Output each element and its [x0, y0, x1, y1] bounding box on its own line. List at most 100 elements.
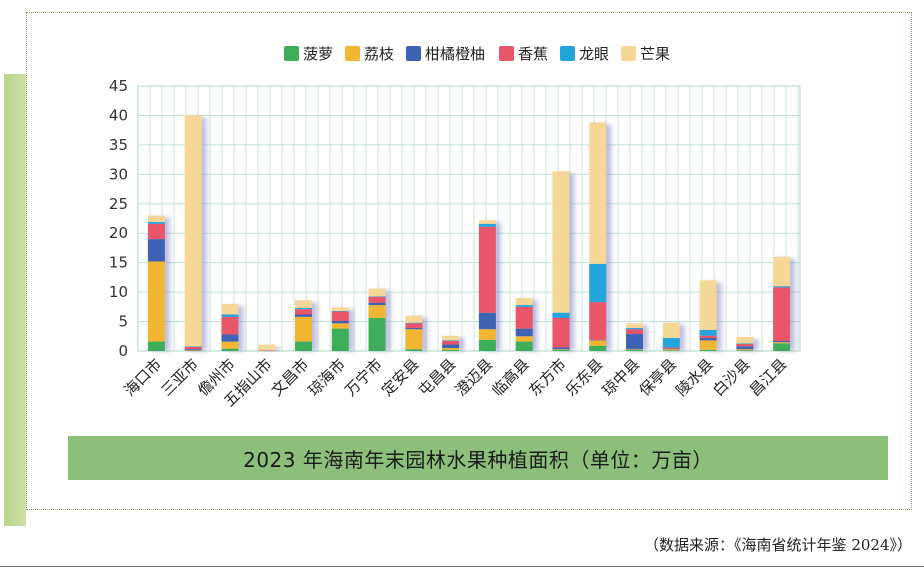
- bar-segment: [184, 350, 202, 351]
- bar-segment: [552, 312, 570, 319]
- data-source-note: （数据来源：《海南省统计年鉴 2024》）: [644, 536, 912, 554]
- bar-segment: [773, 342, 791, 344]
- bar-segment: [478, 329, 496, 340]
- y-tick-label: 40: [109, 106, 128, 124]
- y-tick-label: 0: [118, 342, 128, 360]
- bar-segment: [258, 350, 276, 351]
- bar-segment: [589, 339, 607, 341]
- bar-segment: [589, 122, 607, 264]
- legend-label: 柑橘橙柚: [425, 45, 485, 63]
- bar-segment: [626, 329, 643, 334]
- bar-segment: [295, 314, 312, 317]
- legend-label: 龙眼: [579, 45, 609, 63]
- bar-segment: [405, 349, 423, 351]
- bar-segment: [331, 311, 349, 321]
- bar-segment: [662, 347, 680, 349]
- bar-segment: [662, 350, 680, 351]
- y-tick-label: 25: [109, 195, 128, 213]
- legend-swatch: [621, 46, 636, 61]
- bar-segment: [331, 328, 349, 351]
- legend-label: 荔枝: [364, 45, 394, 63]
- x-tick-label: 琼海市: [305, 355, 350, 400]
- bar-segment: [736, 350, 754, 351]
- y-tick-label: 45: [109, 77, 128, 95]
- x-tick-label: 海口市: [121, 355, 166, 400]
- bar-segment: [295, 300, 312, 309]
- bar-segment: [699, 335, 717, 339]
- y-tick-label: 15: [109, 254, 128, 272]
- bar-segment: [331, 320, 349, 324]
- bar-segment: [662, 348, 680, 350]
- chart-title-banner: 2023 年海南年末园林水果种植面积（单位：万亩）: [68, 436, 888, 480]
- bar-segment: [626, 333, 643, 350]
- y-tick-label: 20: [109, 224, 128, 242]
- bar-segment: [552, 318, 570, 348]
- bar-segment: [405, 328, 423, 330]
- y-tick-label: 30: [109, 165, 128, 183]
- x-tick-label: 乐东县: [562, 355, 607, 400]
- x-tick-label: 陵水县: [672, 355, 717, 400]
- x-tick-label: 三亚市: [157, 355, 202, 400]
- legend-label: 香蕉: [518, 45, 548, 63]
- bar-segment: [368, 318, 386, 351]
- bar-segment: [699, 340, 717, 350]
- bar-segment: [662, 349, 680, 351]
- bar-segment: [515, 298, 533, 306]
- bar-segment: [589, 302, 607, 340]
- bar-segment: [368, 296, 386, 297]
- bar-segment: [147, 223, 165, 240]
- legend-swatch: [284, 46, 299, 61]
- bar-segment: [589, 263, 607, 303]
- x-tick-label: 白沙县: [709, 355, 754, 400]
- bar-segment: [736, 349, 754, 351]
- bar-segment: [773, 286, 791, 288]
- bar-segment: [515, 306, 533, 329]
- x-tick-label: 昌江县: [746, 355, 791, 400]
- bar-segment: [773, 340, 791, 343]
- bar-segment: [221, 316, 239, 335]
- x-tick-label: 临高县: [488, 355, 533, 400]
- bar-segment: [184, 349, 202, 351]
- bar-segment: [552, 171, 570, 313]
- bar-segment: [478, 223, 496, 227]
- bar-segment: [405, 315, 423, 323]
- bar-segment: [221, 314, 239, 317]
- bar-segment: [478, 226, 496, 313]
- legend-swatch: [345, 46, 360, 61]
- bar-segment: [699, 329, 717, 336]
- y-tick-label: 5: [118, 313, 128, 331]
- bar-segment: [662, 338, 680, 348]
- bar-segment: [626, 323, 643, 329]
- bar-segment: [442, 349, 460, 351]
- bar-segment: [405, 322, 423, 324]
- bar-segment: [331, 310, 349, 312]
- bar-segment: [147, 341, 165, 351]
- bar-segment: [295, 316, 312, 342]
- x-tick-label: 万宁市: [341, 355, 386, 400]
- bar-segment: [368, 288, 386, 297]
- legend-swatch: [499, 46, 514, 61]
- x-tick-label: 屯昌县: [415, 355, 460, 400]
- bar-segment: [478, 339, 496, 351]
- bar-segment: [442, 335, 460, 341]
- bar-segment: [699, 338, 717, 341]
- legend-label: 菠萝: [303, 45, 333, 63]
- bar-segment: [773, 256, 791, 287]
- bar-segment: [626, 349, 643, 350]
- bar-segment: [331, 307, 349, 311]
- bar-segment: [221, 341, 239, 349]
- bar-segment: [552, 347, 570, 350]
- x-tick-label: 澄迈县: [452, 355, 497, 400]
- bar-segment: [184, 346, 202, 347]
- bar-segment: [773, 287, 791, 341]
- y-tick-label: 10: [109, 283, 128, 301]
- bar-segment: [442, 344, 460, 349]
- bar-segment: [589, 345, 607, 351]
- bar-segment: [442, 340, 460, 341]
- bar-segment: [331, 323, 349, 329]
- bar-segment: [221, 348, 239, 351]
- bar-segment: [405, 323, 423, 329]
- bar-segment: [221, 303, 239, 315]
- legend-label: 芒果: [640, 45, 670, 63]
